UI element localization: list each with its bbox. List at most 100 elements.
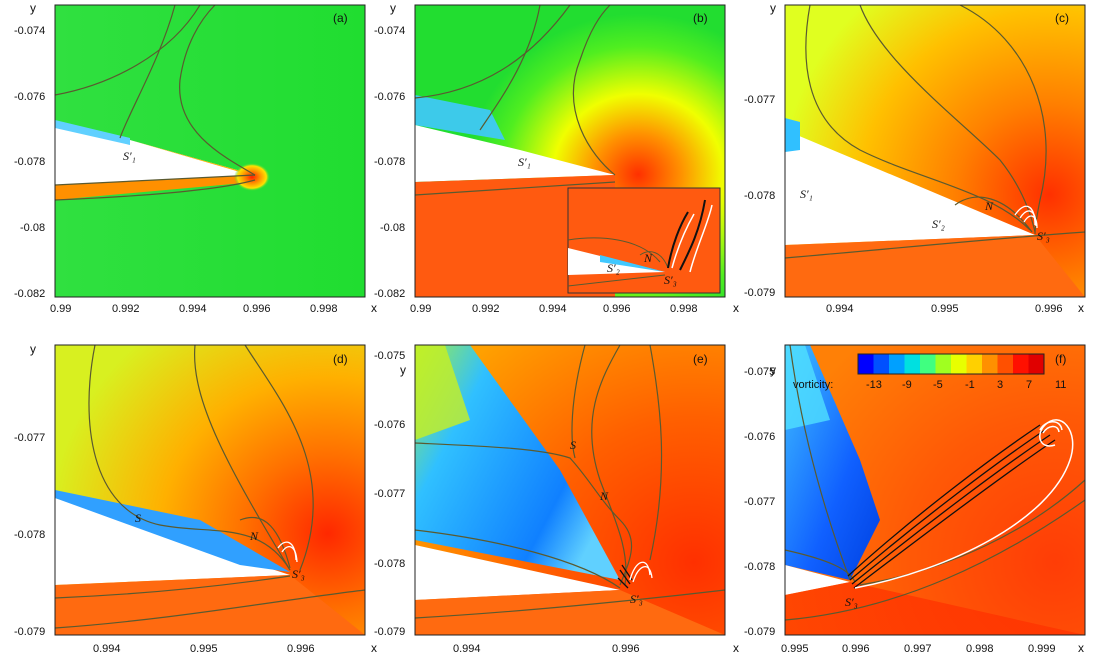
y-tick: -0.075 [374,350,405,362]
panel-label: (d) [333,352,348,366]
y-tick: -0.074 [14,25,45,37]
annotation-s1: S′₁ [123,149,136,163]
x-tick: 0.998 [966,643,994,655]
y-tick: -0.076 [374,91,405,103]
colorbar-tick: -5 [933,379,943,391]
panel-a: S′₁ (a) y x -0.074 -0.076 -0.078 -0.08 -… [14,1,377,315]
y-tick: -0.076 [374,419,405,431]
x-tick: 0.996 [287,643,315,655]
x-axis-label: x [371,641,377,655]
annotation-s2: S′₂ [932,217,945,231]
x-tick: 0.994 [453,643,481,655]
y-axis-label: y [30,342,36,356]
x-tick: 0.997 [904,643,932,655]
panel-e: S N S′₃ (e) y x -0.075 -0.076 -0.077 -0.… [374,344,739,655]
airfoil-body [55,498,290,585]
x-tick: 0.996 [243,303,271,315]
colorbar-swatch [935,354,952,374]
panel-label: (f) [1055,352,1066,366]
x-tick: 0.994 [826,303,854,315]
x-axis-label: x [733,641,739,655]
colorbar-swatch [1013,354,1029,374]
panel-label: (e) [693,352,708,366]
y-axis-label: y [400,363,406,377]
panel-label: (c) [1055,11,1069,25]
x-axis-label: x [1078,301,1084,315]
x-tick: 0.992 [112,303,140,315]
colorbar-swatch [873,354,890,374]
x-tick: 0.996 [603,303,631,315]
x-axis-label: x [371,301,377,315]
annotation-s: S [135,511,141,525]
colorbar-swatch [920,354,936,374]
airfoil-body [415,125,615,182]
x-tick: 0.995 [931,303,959,315]
blue-wedge [415,345,620,580]
colorbar-tick: -1 [965,379,975,391]
y-tick: -0.078 [14,529,45,541]
airfoil-body [55,125,255,185]
y-tick: -0.078 [14,156,45,168]
colorbar-tick: 7 [1026,379,1032,391]
annotation-s3: S′₃ [292,567,305,581]
annotation-s3: S′₃ [664,273,677,287]
x-tick: 0.994 [539,303,567,315]
y-tick: -0.075 [744,366,775,378]
annotation-n: N [984,199,994,213]
annotation-s3: S′₃ [1037,229,1050,243]
y-tick: -0.082 [14,288,45,300]
y-tick: -0.078 [374,558,405,570]
x-tick: 0.995 [190,643,218,655]
airfoil-body [415,545,620,600]
y-tick: -0.08 [20,222,45,234]
x-tick: 0.99 [410,303,431,315]
colorbar-swatch [858,354,874,374]
y-tick: -0.077 [744,94,775,106]
airfoil-body [785,565,850,595]
y-axis-label: y [770,363,776,377]
inset: S′₂ N S′₃ [567,187,721,294]
annotation-s2: S′₂ [607,261,620,275]
panel-label: (a) [333,11,348,25]
y-tick: -0.076 [744,431,775,443]
annotation-s: S [570,438,576,452]
panel-d: S N S′₃ (d) y x -0.077 -0.078 -0.079 0.9… [14,342,377,655]
y-tick: -0.076 [14,91,45,103]
y-tick: -0.079 [14,626,45,638]
lower-region [415,175,615,297]
annotation-s3: S′₃ [845,595,858,609]
colorbar-swatch [966,354,983,374]
x-tick: 0.99 [50,303,71,315]
x-tick: 0.994 [179,303,207,315]
annotation-n: N [249,529,259,543]
colorbar-title: vorticity: [793,379,833,391]
y-tick: -0.077 [14,432,45,444]
x-tick: 0.996 [842,643,870,655]
annotation-s3: S′₃ [630,592,643,606]
x-tick: 0.996 [1035,303,1063,315]
x-tick: 0.995 [781,643,809,655]
colorbar-swatch [997,354,1014,374]
lower-region [55,575,365,635]
panel-b: S′₂ N S′₃ S′₁ (b) y x -0.074 -0.076 -0.0… [374,1,739,315]
colorbar-swatch [889,354,905,374]
y-tick: -0.078 [744,561,775,573]
y-axis-label: y [390,1,396,15]
x-tick: 0.994 [93,643,121,655]
colorbar-swatch [982,354,998,374]
y-axis-label: y [770,1,776,15]
annotation-n: N [643,251,653,265]
y-axis-label: y [30,1,36,15]
blue-layer [55,490,290,572]
colorbar: vorticity: -13 -9 -5 -1 3 7 11 [793,353,1066,391]
y-tick: -0.08 [380,222,405,234]
x-axis-label: x [1078,641,1084,655]
colorbar-tick: -9 [902,379,912,391]
colorbar-tick: 11 [1055,379,1066,391]
y-tick: -0.079 [374,626,405,638]
annotation-s1: S′₁ [518,155,531,169]
y-tick: -0.079 [744,626,775,638]
colorbar-tick: -13 [866,379,882,391]
lower-wake [55,175,255,200]
